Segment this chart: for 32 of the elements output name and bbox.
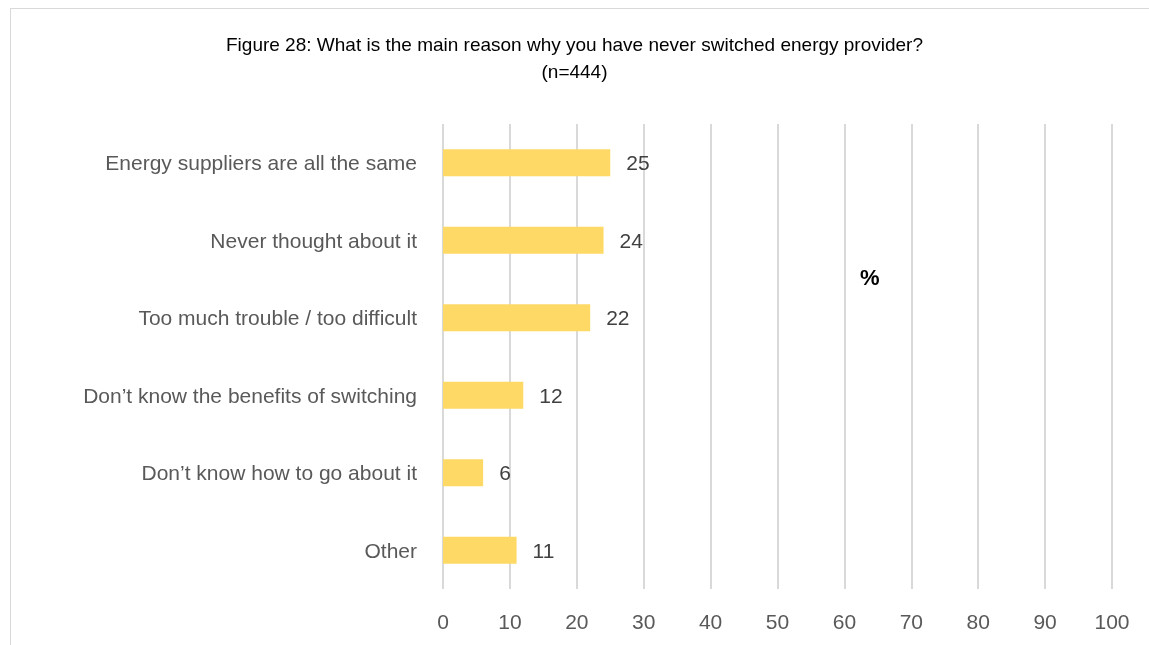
bar — [443, 381, 524, 409]
bar — [443, 536, 517, 564]
x-tick-label: 50 — [765, 610, 790, 633]
y-tick-label: Don’t know the benefits of switching — [83, 383, 417, 407]
bar — [443, 459, 484, 487]
chart-title: Figure 28: What is the main reason why you have never switched energy provider? — [225, 34, 924, 55]
y-tick-label: Don’t know how to go about it — [141, 461, 418, 485]
chart-subtitle: (n=444) — [541, 61, 608, 82]
bar — [443, 304, 591, 332]
y-tick-label: Never thought about it — [210, 228, 418, 252]
bar — [443, 226, 604, 254]
data-label: 11 — [532, 538, 555, 562]
x-axis-title: % — [860, 264, 880, 290]
x-tick-label: 30 — [632, 610, 656, 633]
data-label: 24 — [619, 228, 644, 252]
x-tick-label: 60 — [832, 610, 857, 633]
data-label: 22 — [606, 306, 630, 330]
x-tick-label: 100 — [1094, 610, 1130, 633]
y-tick-label: Too much trouble / too difficult — [138, 306, 418, 330]
x-tick-label: 40 — [698, 610, 723, 633]
data-label: 6 — [499, 461, 511, 485]
x-tick-label: 90 — [1033, 610, 1057, 633]
data-label: 25 — [626, 151, 650, 175]
y-tick-label: Energy suppliers are all the same — [105, 151, 417, 175]
x-tick-label: 0 — [437, 610, 449, 633]
x-tick-label: 20 — [565, 610, 589, 633]
y-tick-label: Other — [364, 538, 417, 562]
x-tick-label: 10 — [498, 610, 522, 633]
x-tick-label: 70 — [899, 610, 923, 633]
x-tick-label: 80 — [966, 610, 990, 633]
data-label: 12 — [539, 383, 563, 407]
bar — [443, 149, 611, 177]
